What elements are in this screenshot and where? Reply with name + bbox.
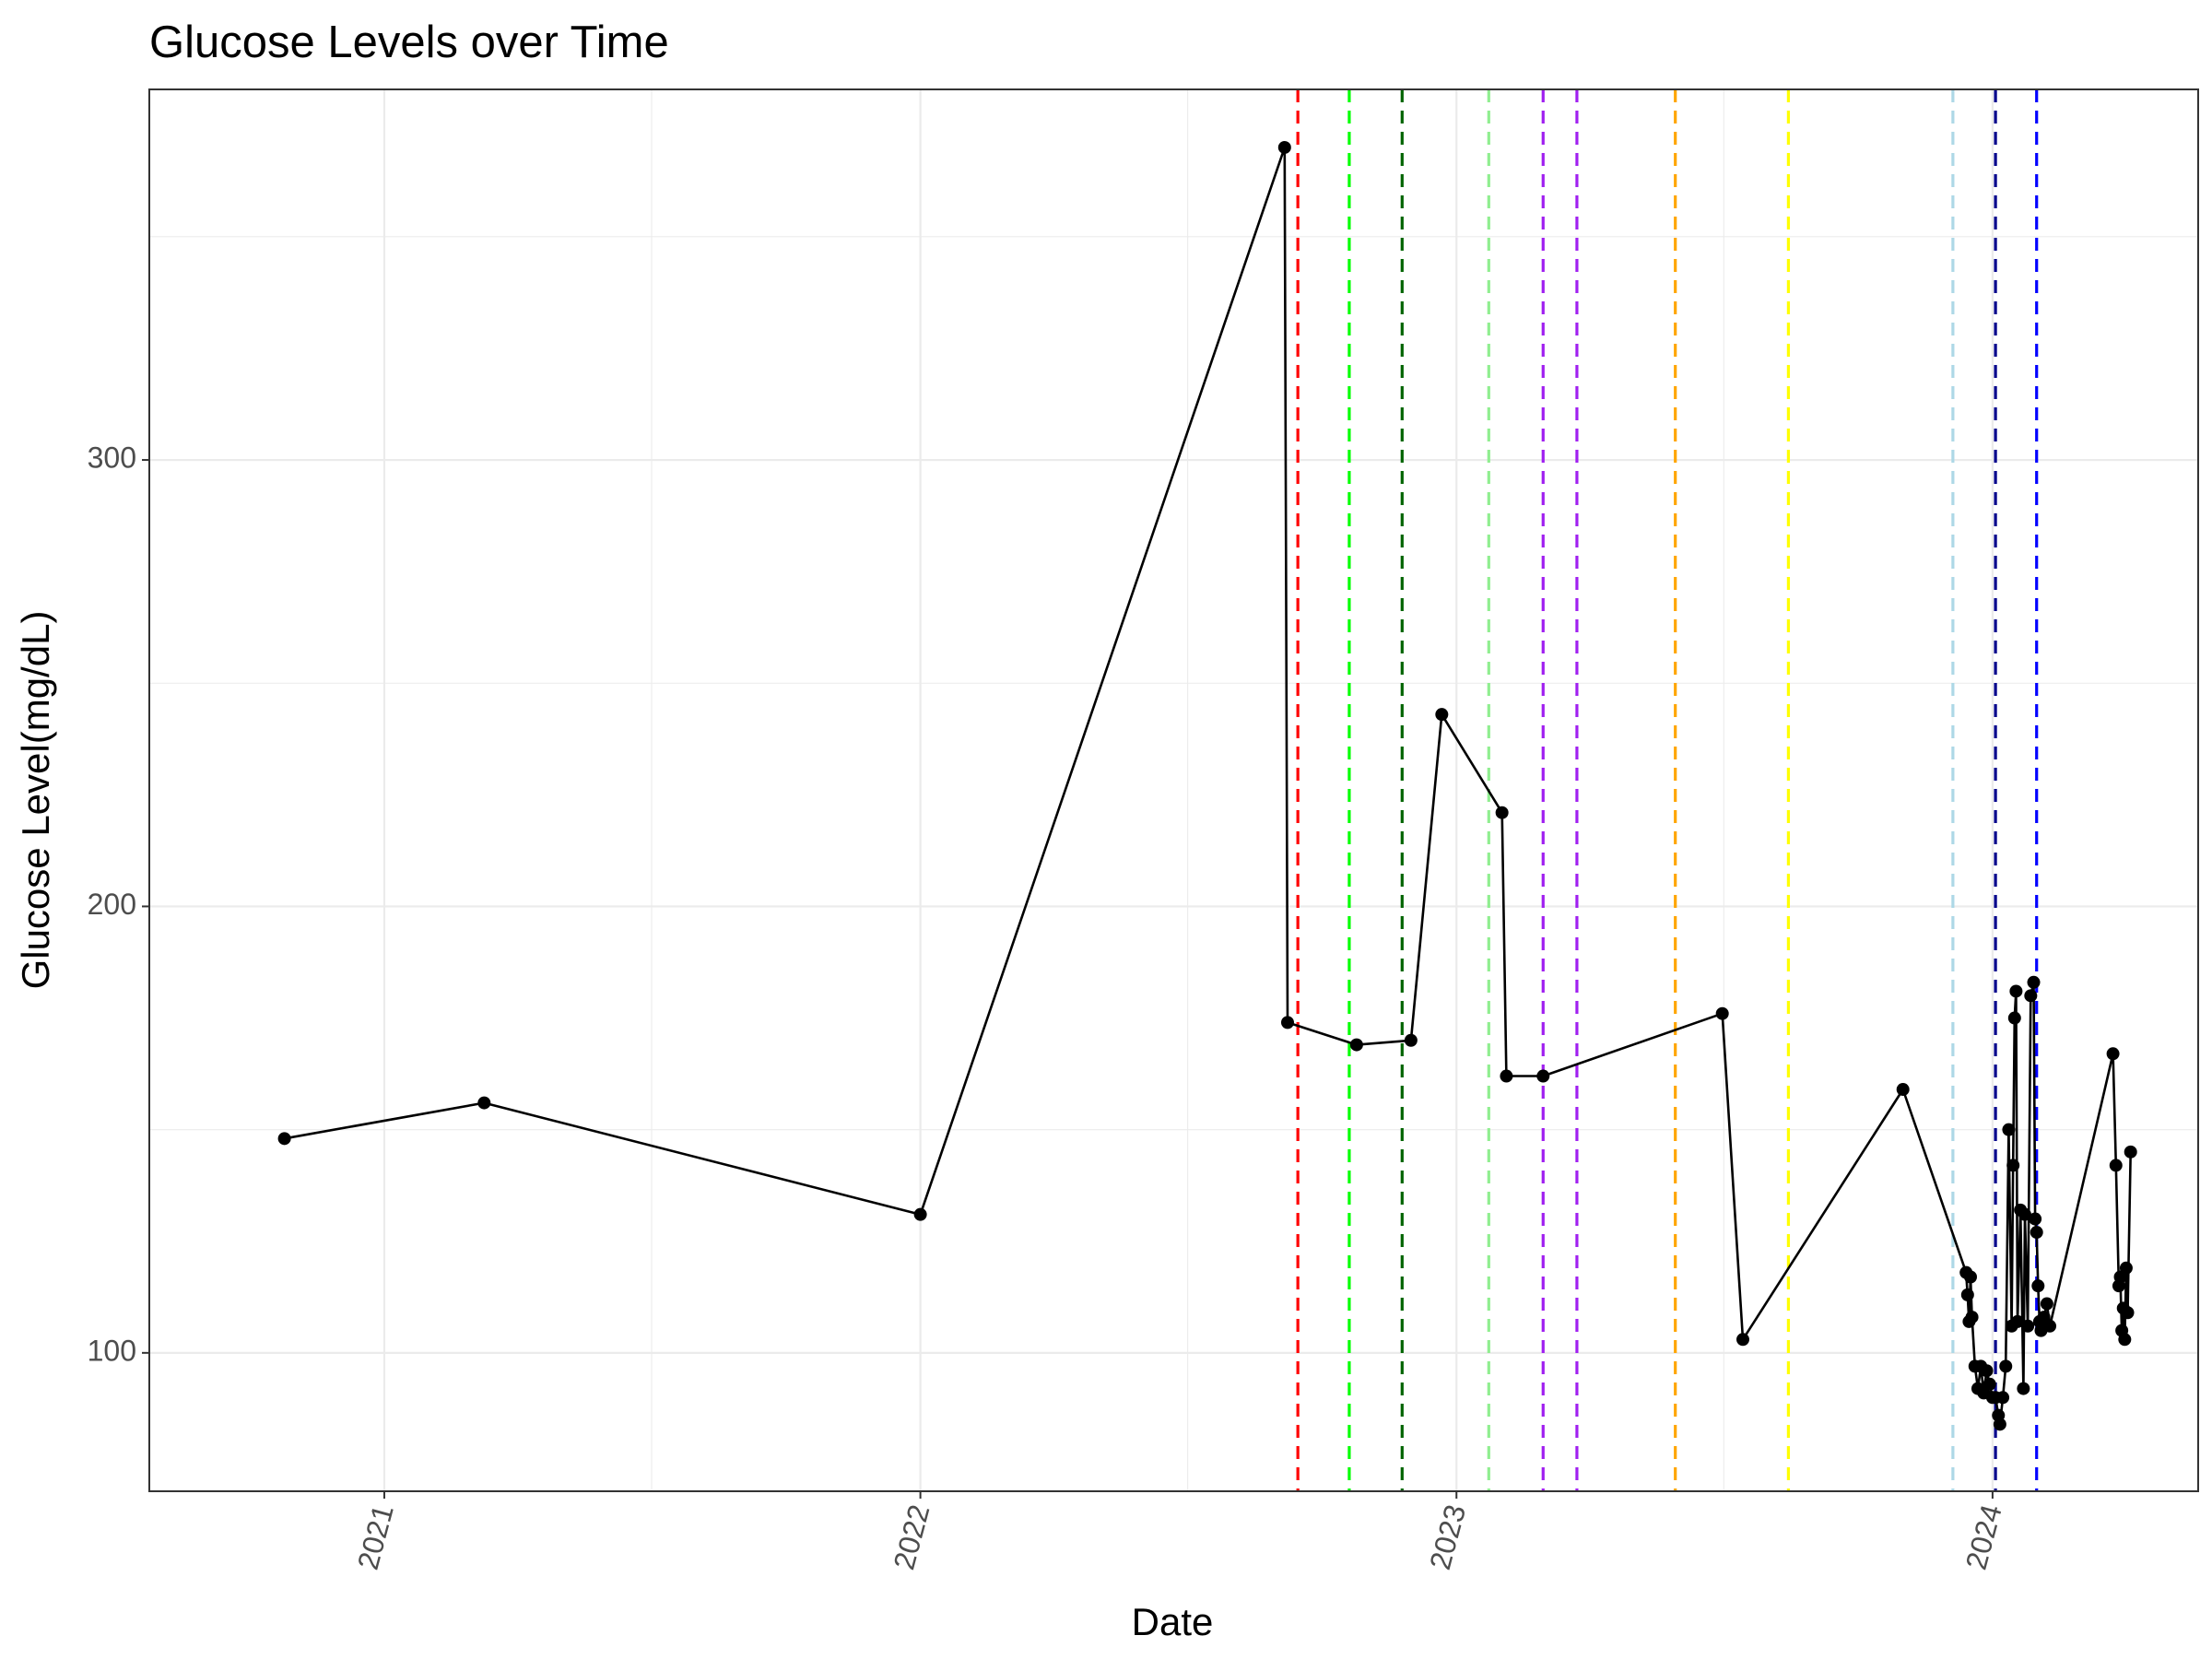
data-points	[277, 140, 2137, 1431]
data-point	[1960, 1288, 1974, 1301]
data-point	[1349, 1038, 1363, 1052]
data-point	[2007, 1011, 2021, 1025]
data-point	[2106, 1047, 2120, 1061]
y-tick-label: 300	[88, 441, 136, 475]
data-point	[1996, 1391, 2010, 1405]
data-point	[913, 1207, 927, 1221]
data-point	[2002, 1123, 2016, 1136]
data-point	[2031, 1279, 2045, 1293]
data-point	[2021, 1319, 2035, 1333]
data-point	[2118, 1333, 2132, 1347]
data-point	[2027, 975, 2041, 989]
data-point	[1736, 1333, 1749, 1347]
chart-title: Glucose Levels over Time	[149, 18, 669, 67]
data-point	[2124, 1145, 2137, 1159]
data-point	[477, 1096, 491, 1110]
data-point	[2010, 1314, 2024, 1328]
x-axis-title: Date	[1132, 1600, 1214, 1643]
data-point	[2030, 1226, 2043, 1240]
data-point	[1896, 1083, 1910, 1097]
plot-panel-border	[148, 88, 2199, 1492]
data-point	[1964, 1270, 1977, 1284]
y-axis-title: Glucose Level(mg/dL)	[14, 611, 57, 990]
data-point	[1495, 806, 1509, 819]
data-point	[2109, 1159, 2123, 1172]
data-point	[1965, 1311, 1979, 1324]
data-point	[1993, 1418, 2006, 1431]
y-axis-ticks: 100 200 300	[88, 441, 149, 1367]
data-point	[2043, 1319, 2057, 1333]
data-point	[2119, 1261, 2133, 1275]
data-point	[2029, 1212, 2042, 1226]
data-point	[1277, 140, 1291, 154]
y-tick-label: 200	[88, 888, 136, 921]
data-point	[1983, 1377, 1996, 1391]
data-point	[2018, 1207, 2031, 1221]
data-point	[1500, 1069, 1513, 1083]
data-point	[1281, 1016, 1294, 1030]
gridlines	[149, 89, 2198, 1491]
data-point	[2006, 1159, 2020, 1172]
data-point	[2040, 1297, 2053, 1311]
data-point	[1980, 1364, 1994, 1378]
y-tick-label: 100	[88, 1334, 136, 1367]
data-point	[1404, 1033, 1418, 1047]
data-point	[277, 1132, 291, 1146]
data-point	[1536, 1069, 1550, 1083]
data-point	[1715, 1006, 1729, 1020]
data-point	[2009, 984, 2023, 998]
data-point	[2024, 989, 2038, 1003]
data-point	[2121, 1306, 2135, 1320]
data-point	[2017, 1382, 2030, 1395]
data-point	[1435, 708, 1449, 722]
data-point	[1999, 1359, 2013, 1373]
